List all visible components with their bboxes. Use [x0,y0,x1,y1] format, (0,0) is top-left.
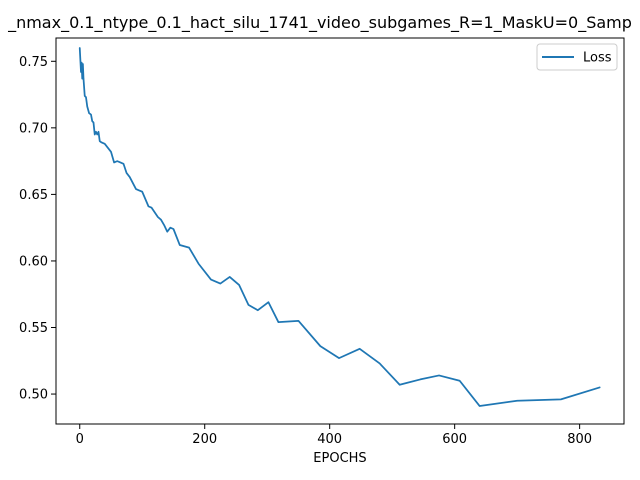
y-tick-label: 0.60 [19,254,48,269]
x-axis-label: EPOCHS [313,451,366,466]
x-tick-label: 200 [192,432,217,447]
series-line-loss [78,47,601,407]
legend: Loss [536,43,618,71]
y-tick-label: 0.55 [19,321,48,336]
x-tick-label: 0 [76,432,84,447]
plot-frame [55,37,625,425]
y-tick-label: 0.50 [19,388,48,403]
chart-title: _nmax_0.1_ntype_0.1_hact_silu_1741_video… [7,13,632,33]
y-tick-label: 0.65 [19,188,48,203]
series-layer [78,47,601,407]
legend-box [536,43,618,71]
x-tick-label: 800 [567,432,592,447]
y-tick-label: 0.75 [19,55,48,70]
x-tick-label: 600 [442,432,467,447]
ticks-layer: 0 200 400 600 800 0.50 0.55 0.60 0.65 0.70 0.75 [19,55,592,447]
x-tick-label: 400 [317,432,342,447]
legend-entry-label: Loss [583,51,612,66]
y-tick-label: 0.70 [19,121,48,136]
